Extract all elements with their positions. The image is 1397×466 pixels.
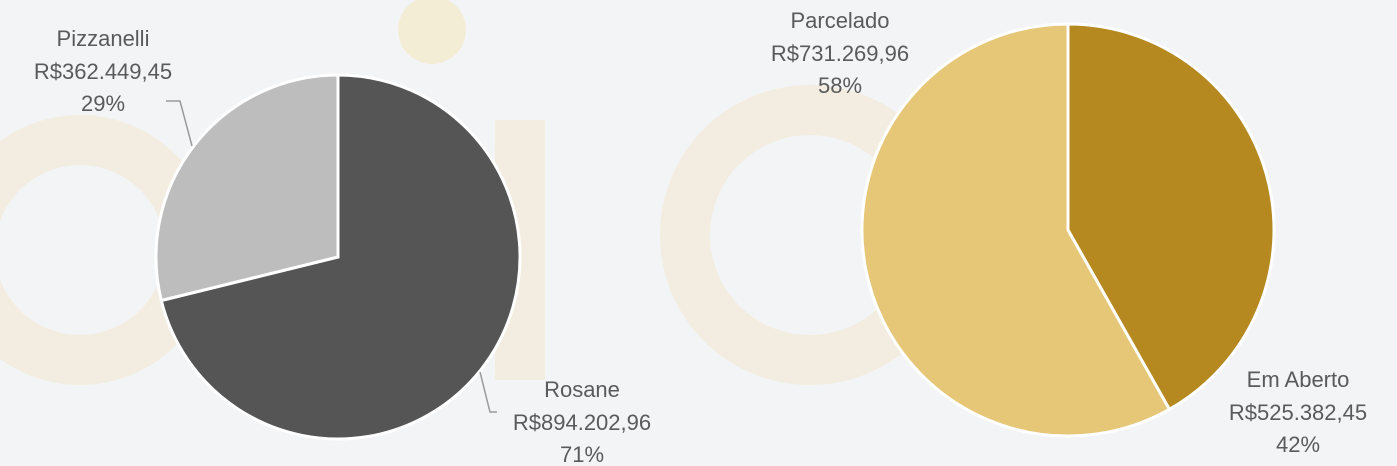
slice-label: Em Aberto — [1247, 367, 1350, 392]
slice-label: Pizzanelli — [57, 26, 150, 51]
leader-line — [166, 100, 193, 147]
pie-slice — [860, 22, 1172, 438]
slice-value-label: R$731.269,96 — [771, 41, 909, 66]
slice-percent-label: 58% — [818, 73, 862, 98]
leader-line — [479, 371, 497, 413]
pie-slice — [1066, 22, 1276, 412]
slice-percent-label: 42% — [1276, 432, 1320, 457]
pie-slice — [159, 73, 522, 441]
slice-label: Rosane — [544, 377, 620, 402]
slice-value-label: R$894.202,96 — [513, 410, 651, 435]
pie-slice — [154, 73, 340, 303]
slice-percent-label: 29% — [81, 91, 125, 116]
slice-value-label: R$525.382,45 — [1229, 400, 1367, 425]
watermark-shape — [398, 0, 466, 64]
slice-value-label: R$362.449,45 — [34, 59, 172, 84]
slice-label: Parcelado — [790, 8, 889, 33]
slice-percent-label: 71% — [560, 442, 604, 466]
